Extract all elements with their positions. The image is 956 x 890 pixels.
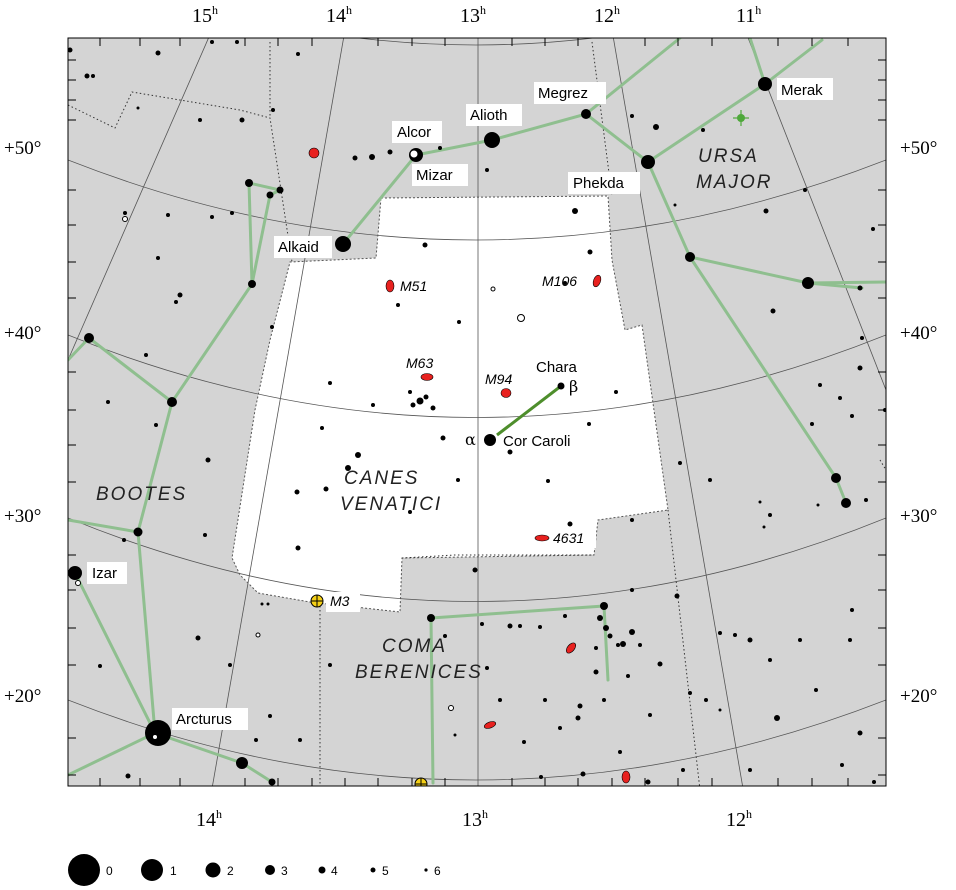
object-labels: M51 M106 M63 M94 4631 M3	[326, 273, 596, 612]
galaxies	[308, 147, 631, 784]
dec-label: +50°	[900, 138, 937, 159]
magnitude-legend: 0 1 2 3 4 5 6	[68, 854, 441, 886]
dec-label: +20°	[4, 686, 41, 707]
nebula-marker	[733, 110, 749, 126]
alpha-label: α	[465, 430, 476, 449]
m51-label: M51	[400, 278, 427, 294]
ra-label: 13h	[462, 807, 488, 831]
constellation-names: CANES VENATICI URSA MAJOR BOOTES COMA BE…	[96, 146, 773, 683]
coma-berenices-label: BERENICES	[355, 662, 483, 683]
ngc4631-galaxy	[534, 534, 550, 542]
ngc4631-label: 4631	[553, 530, 584, 546]
dec-label: +20°	[900, 686, 937, 707]
dec-label: +30°	[900, 506, 937, 527]
legend-label: 2	[227, 864, 234, 878]
phekda-label: Phekda	[573, 175, 625, 192]
legend-label: 4	[331, 864, 338, 878]
izar-label: Izar	[92, 565, 117, 582]
ra-label: 15h	[192, 3, 218, 27]
ursa-major-label: MAJOR	[696, 172, 773, 193]
galaxy	[308, 147, 320, 159]
legend-label: 3	[281, 864, 288, 878]
ra-label: 12h	[594, 3, 620, 27]
alcor-label: Alcor	[397, 124, 431, 141]
ra-label: 13h	[460, 3, 486, 27]
m63-label: M63	[406, 355, 433, 371]
ra-label: 11h	[736, 3, 761, 27]
alkaid-label: Alkaid	[278, 239, 319, 256]
m63-galaxy	[420, 373, 434, 381]
arcturus-label: Arcturus	[176, 711, 232, 728]
chara-label: Chara	[536, 359, 578, 376]
map-border	[67, 37, 887, 787]
coma-berenices-label: COMA	[382, 636, 447, 657]
dec-label: +40°	[4, 323, 41, 344]
legend-label: 5	[382, 864, 389, 878]
canes-venatici-line	[496, 384, 562, 437]
canes-venatici-label: VENATICI	[340, 494, 442, 515]
clusters	[310, 594, 428, 786]
dec-label: +40°	[900, 323, 937, 344]
m106-label: M106	[542, 273, 577, 289]
canes-venatici-label: CANES	[344, 468, 419, 489]
m94-galaxy	[500, 388, 512, 398]
m106-galaxy	[592, 274, 602, 288]
stars	[68, 40, 886, 786]
bootes-label: BOOTES	[96, 484, 187, 505]
constellation-boundaries	[68, 41, 886, 786]
galaxy	[621, 770, 631, 784]
cor-caroli-label: Cor Caroli	[503, 433, 571, 450]
m3-label: M3	[330, 593, 350, 609]
ra-label: 14h	[196, 807, 222, 831]
galaxy	[483, 721, 497, 729]
star-labels: Merak Megrez Alioth Alcor Mizar Phekda A…	[87, 78, 833, 730]
beta-label: β	[569, 377, 578, 396]
ra-labels-top: 15h 14h 13h 12h 11h	[192, 3, 761, 27]
alioth-label: Alioth	[470, 107, 508, 124]
border-ticks	[68, 38, 886, 786]
dec-labels: +50° +40° +30° +20° +50° +40° +30° +20°	[4, 138, 937, 707]
mizar-label: Mizar	[416, 167, 453, 184]
canes-venatici-region	[231, 195, 669, 613]
megrez-label: Megrez	[538, 85, 588, 102]
merak-label: Merak	[781, 82, 823, 99]
dec-label: +30°	[4, 506, 41, 527]
ra-label: 12h	[726, 807, 752, 831]
galaxy	[566, 642, 576, 654]
legend-label: 1	[170, 864, 177, 878]
ra-labels-bottom: 14h 13h 12h	[196, 807, 752, 831]
m51-galaxy	[385, 279, 395, 293]
variable-stars	[75, 149, 525, 740]
legend-label: 0	[106, 864, 113, 878]
m94-label: M94	[485, 371, 512, 387]
ursa-major-label: URSA	[698, 146, 759, 167]
dec-label: +50°	[4, 138, 41, 159]
legend-label: 6	[434, 864, 441, 878]
ra-label: 14h	[326, 3, 352, 27]
